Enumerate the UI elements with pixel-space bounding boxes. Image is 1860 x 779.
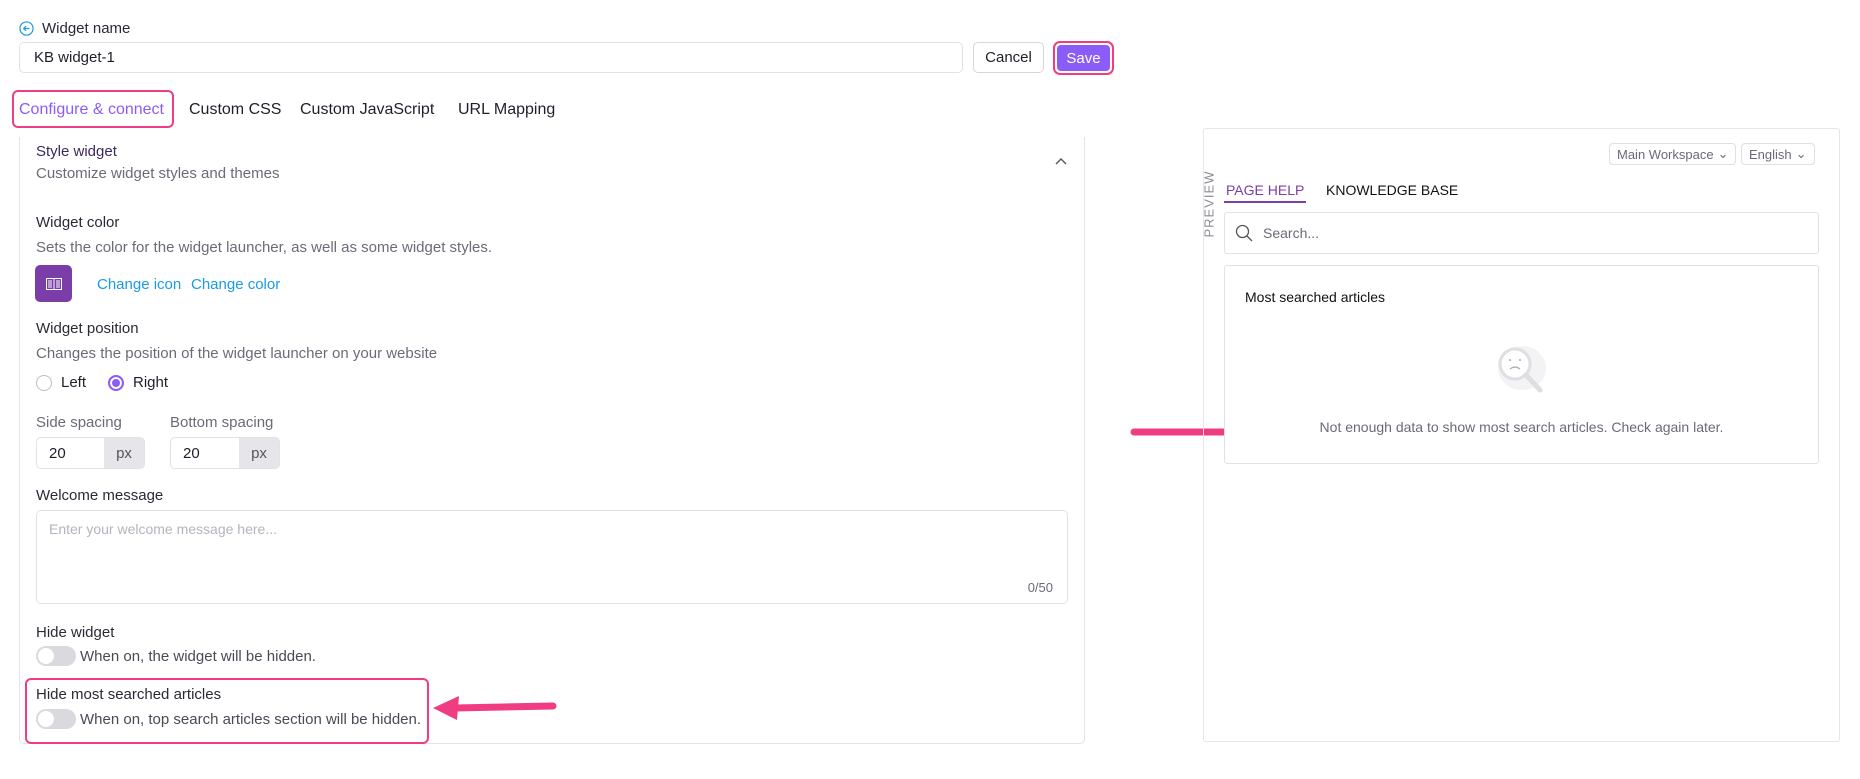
bottom-spacing-label: Bottom spacing xyxy=(170,414,274,431)
most-searched-title: Most searched articles xyxy=(1245,289,1386,305)
hide-widget-label: Hide widget xyxy=(36,624,115,641)
workspace-dropdown[interactable]: Main Workspace ⌄ xyxy=(1609,143,1737,165)
widget-position-title: Widget position xyxy=(36,320,139,337)
chevron-down-icon: ⌄ xyxy=(1717,146,1729,161)
book-icon xyxy=(45,277,62,290)
search-icon xyxy=(1235,224,1253,242)
save-button[interactable]: Save xyxy=(1057,45,1110,71)
bottom-spacing-input[interactable]: 20 px xyxy=(170,437,280,469)
radio-left-circle[interactable] xyxy=(36,374,52,391)
bottom-spacing-value[interactable]: 20 xyxy=(183,445,200,462)
side-spacing-input[interactable]: 20 px xyxy=(36,437,145,469)
style-widget-panel xyxy=(19,137,1085,744)
char-counter: 0/50 xyxy=(1027,580,1053,595)
cancel-button[interactable]: Cancel xyxy=(973,42,1044,73)
language-dropdown[interactable]: English ⌄ xyxy=(1741,143,1815,165)
hide-widget-desc: When on, the widget will be hidden. xyxy=(80,647,316,665)
radio-left-label: Left xyxy=(61,374,87,391)
language-value: English xyxy=(1749,146,1792,162)
hide-articles-label: Hide most searched articles xyxy=(36,686,222,703)
hide-articles-toggle[interactable] xyxy=(36,709,76,729)
chevron-down-icon: ⌄ xyxy=(1795,146,1807,161)
most-searched-card: Most searched articles Not enough data t… xyxy=(1224,265,1819,464)
preview-label: PREVIEW xyxy=(1201,170,1217,238)
preview-panel xyxy=(1203,128,1840,742)
widget-name-input[interactable] xyxy=(19,42,963,73)
search-placeholder: Search... xyxy=(1263,225,1320,241)
widget-color-desc: Sets the color for the widget launcher, … xyxy=(36,239,493,256)
side-spacing-value[interactable]: 20 xyxy=(49,445,66,462)
preview-tab-page-help[interactable]: PAGE HELP xyxy=(1224,182,1307,203)
widget-color-title: Widget color xyxy=(36,214,120,231)
hide-articles-desc: When on, top search articles section wil… xyxy=(80,710,422,728)
empty-search-icon xyxy=(1498,346,1546,393)
hide-widget-toggle[interactable] xyxy=(36,646,76,666)
welcome-message-placeholder: Enter your welcome message here... xyxy=(49,521,277,537)
annotation-arrow-left-icon xyxy=(433,696,557,720)
section-subtitle: Customize widget styles and themes xyxy=(36,165,280,182)
radio-right[interactable]: Right xyxy=(108,374,168,391)
tab-custom-css[interactable]: Custom CSS xyxy=(189,101,282,118)
radio-right-circle[interactable] xyxy=(108,374,124,391)
welcome-message-label: Welcome message xyxy=(36,487,164,504)
hide-articles-row: When on, top search articles section wil… xyxy=(36,709,421,729)
chevron-up-icon[interactable] xyxy=(1054,156,1068,166)
hide-widget-row: When on, the widget will be hidden. xyxy=(36,646,316,666)
preview-search-input[interactable]: Search... xyxy=(1224,212,1819,254)
radio-right-label: Right xyxy=(133,374,169,391)
change-color-link[interactable]: Change color xyxy=(191,276,281,293)
tab-custom-javascript[interactable]: Custom JavaScript xyxy=(300,101,435,118)
tab-url-mapping[interactable]: URL Mapping xyxy=(458,101,556,118)
empty-state-text: Not enough data to show most search arti… xyxy=(1319,419,1724,435)
save-highlight: Save xyxy=(1053,41,1114,75)
tab-configure-connect[interactable]: Configure & connect xyxy=(19,101,164,118)
widget-color-swatch[interactable] xyxy=(35,265,72,302)
radio-left[interactable]: Left xyxy=(36,374,86,391)
side-spacing-label: Side spacing xyxy=(36,414,122,431)
tab-highlight xyxy=(12,90,174,128)
section-title: Style widget xyxy=(36,143,117,160)
side-spacing-unit: px xyxy=(104,438,144,468)
preview-tab-knowledge-base[interactable]: KNOWLEDGE BASE xyxy=(1326,182,1459,198)
hide-articles-highlight xyxy=(25,678,429,744)
widget-name-label: Widget name xyxy=(42,20,131,37)
workspace-value: Main Workspace xyxy=(1617,146,1714,162)
welcome-message-textarea[interactable]: Enter your welcome message here... 0/50 xyxy=(36,510,1068,604)
change-icon-link[interactable]: Change icon xyxy=(97,276,182,293)
widget-name-header: Widget name xyxy=(19,20,130,37)
back-arrow-icon[interactable] xyxy=(19,21,34,36)
bottom-spacing-unit: px xyxy=(239,438,279,468)
widget-position-desc: Changes the position of the widget launc… xyxy=(36,345,438,362)
